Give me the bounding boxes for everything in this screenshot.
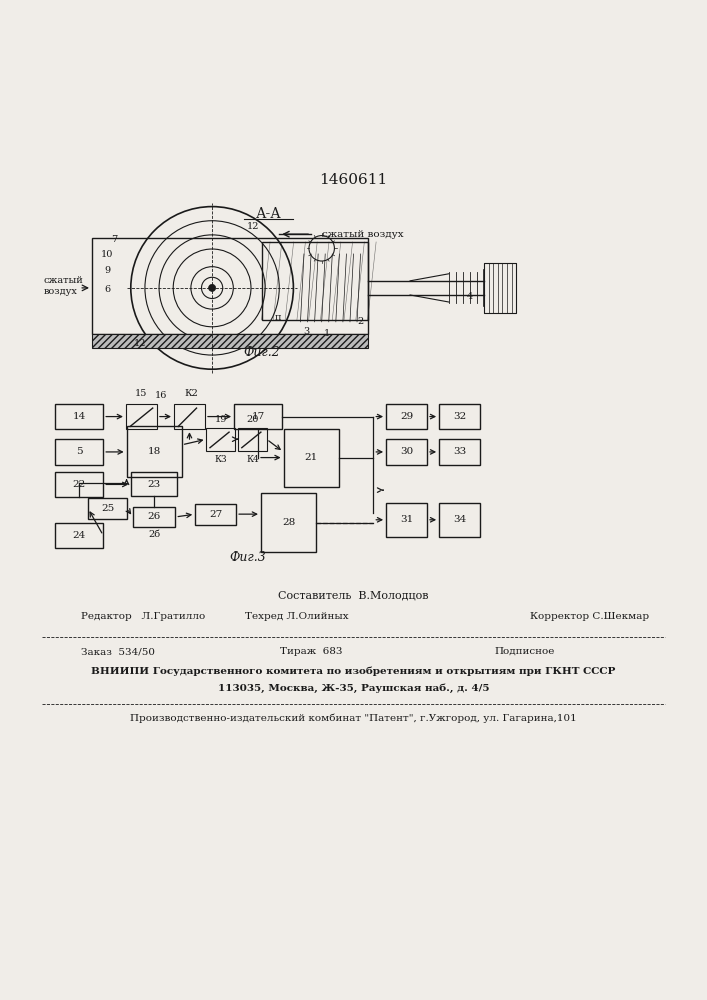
Text: 29: 29 [400,412,413,421]
Text: 32: 32 [453,412,466,421]
Bar [88,498,127,519]
Bar [386,404,427,429]
Text: 25: 25 [101,504,114,513]
Text: 3: 3 [303,327,309,336]
Bar [55,472,103,497]
Bar [439,404,480,429]
Text: 12: 12 [134,339,146,348]
Text: Производственно-издательский комбинат "Патент", г.Ужгород, ул. Гагарина,101: Производственно-издательский комбинат "П… [130,714,577,723]
Text: 27: 27 [209,510,222,519]
Text: 30: 30 [400,447,413,456]
Text: 10: 10 [101,250,114,259]
Text: 6: 6 [105,285,110,294]
Bar [484,263,516,313]
Text: сжатый
воздух: сжатый воздух [44,276,83,296]
Text: 5: 5 [76,447,83,456]
Bar [284,429,339,487]
Text: Редактор   Л.Гратилло: Редактор Л.Гратилло [81,612,206,621]
Bar [261,493,316,552]
Bar [439,439,480,465]
Bar [132,472,177,496]
Text: А-А: А-А [256,207,281,221]
Text: 1460611: 1460611 [320,173,387,187]
Bar [206,428,235,451]
Text: 33: 33 [453,447,466,456]
Text: 16: 16 [154,391,167,400]
Bar [174,404,205,429]
Text: Корректор С.Шекмар: Корректор С.Шекмар [530,612,649,621]
Text: Фиг.3: Фиг.3 [229,551,266,564]
Text: 9: 9 [105,266,110,275]
Text: Тираж  683: Тираж 683 [280,647,342,656]
Text: К3: К3 [214,455,227,464]
Text: 15: 15 [135,389,148,398]
Text: 22: 22 [73,480,86,489]
Text: 14: 14 [73,412,86,421]
Bar [126,404,157,429]
Text: 4: 4 [467,292,473,301]
Text: 18: 18 [148,447,160,456]
Bar [238,428,267,451]
Bar [439,503,480,537]
Text: 7: 7 [112,235,117,244]
Text: Заказ  534/50: Заказ 534/50 [81,647,156,656]
Text: ВНИИПИ Государственного комитета по изобретениям и открытиям при ГКНТ СССР: ВНИИПИ Государственного комитета по изоб… [91,667,616,676]
Bar [127,426,182,477]
Bar [195,504,236,525]
Text: К2: К2 [184,389,198,398]
Text: 28: 28 [282,518,295,527]
Bar [386,439,427,465]
Text: 21: 21 [305,453,317,462]
Text: 24: 24 [73,531,86,540]
Text: К4: К4 [246,455,259,464]
Text: сжатый воздух: сжатый воздух [322,230,403,239]
Text: 20: 20 [246,415,259,424]
Text: 19: 19 [214,415,227,424]
Text: 1: 1 [325,329,330,338]
Text: Составитель  В.Молодцов: Составитель В.Молодцов [279,590,428,600]
Bar [55,523,103,548]
Text: 12: 12 [247,222,259,231]
Text: 23: 23 [148,480,160,489]
Text: 2б: 2б [148,530,160,539]
Bar [55,439,103,465]
Bar [386,503,427,537]
Text: Подписное: Подписное [495,647,555,656]
Bar [262,242,368,320]
Bar [234,404,282,429]
Text: 31: 31 [400,515,413,524]
Text: Фиг.2: Фиг.2 [243,346,280,359]
Bar [133,507,175,527]
Text: Техред Л.Олийных: Техред Л.Олийных [245,612,349,621]
Bar [92,238,368,334]
Text: 17: 17 [252,412,264,421]
Text: 113035, Москва, Ж-35, Раушская наб., д. 4/5: 113035, Москва, Ж-35, Раушская наб., д. … [218,684,489,693]
Text: п: п [274,313,281,322]
Text: 2: 2 [358,317,363,326]
Text: 26: 26 [148,512,160,521]
Circle shape [209,284,216,291]
Text: 34: 34 [453,515,466,524]
Bar [92,334,368,348]
Bar [55,404,103,429]
